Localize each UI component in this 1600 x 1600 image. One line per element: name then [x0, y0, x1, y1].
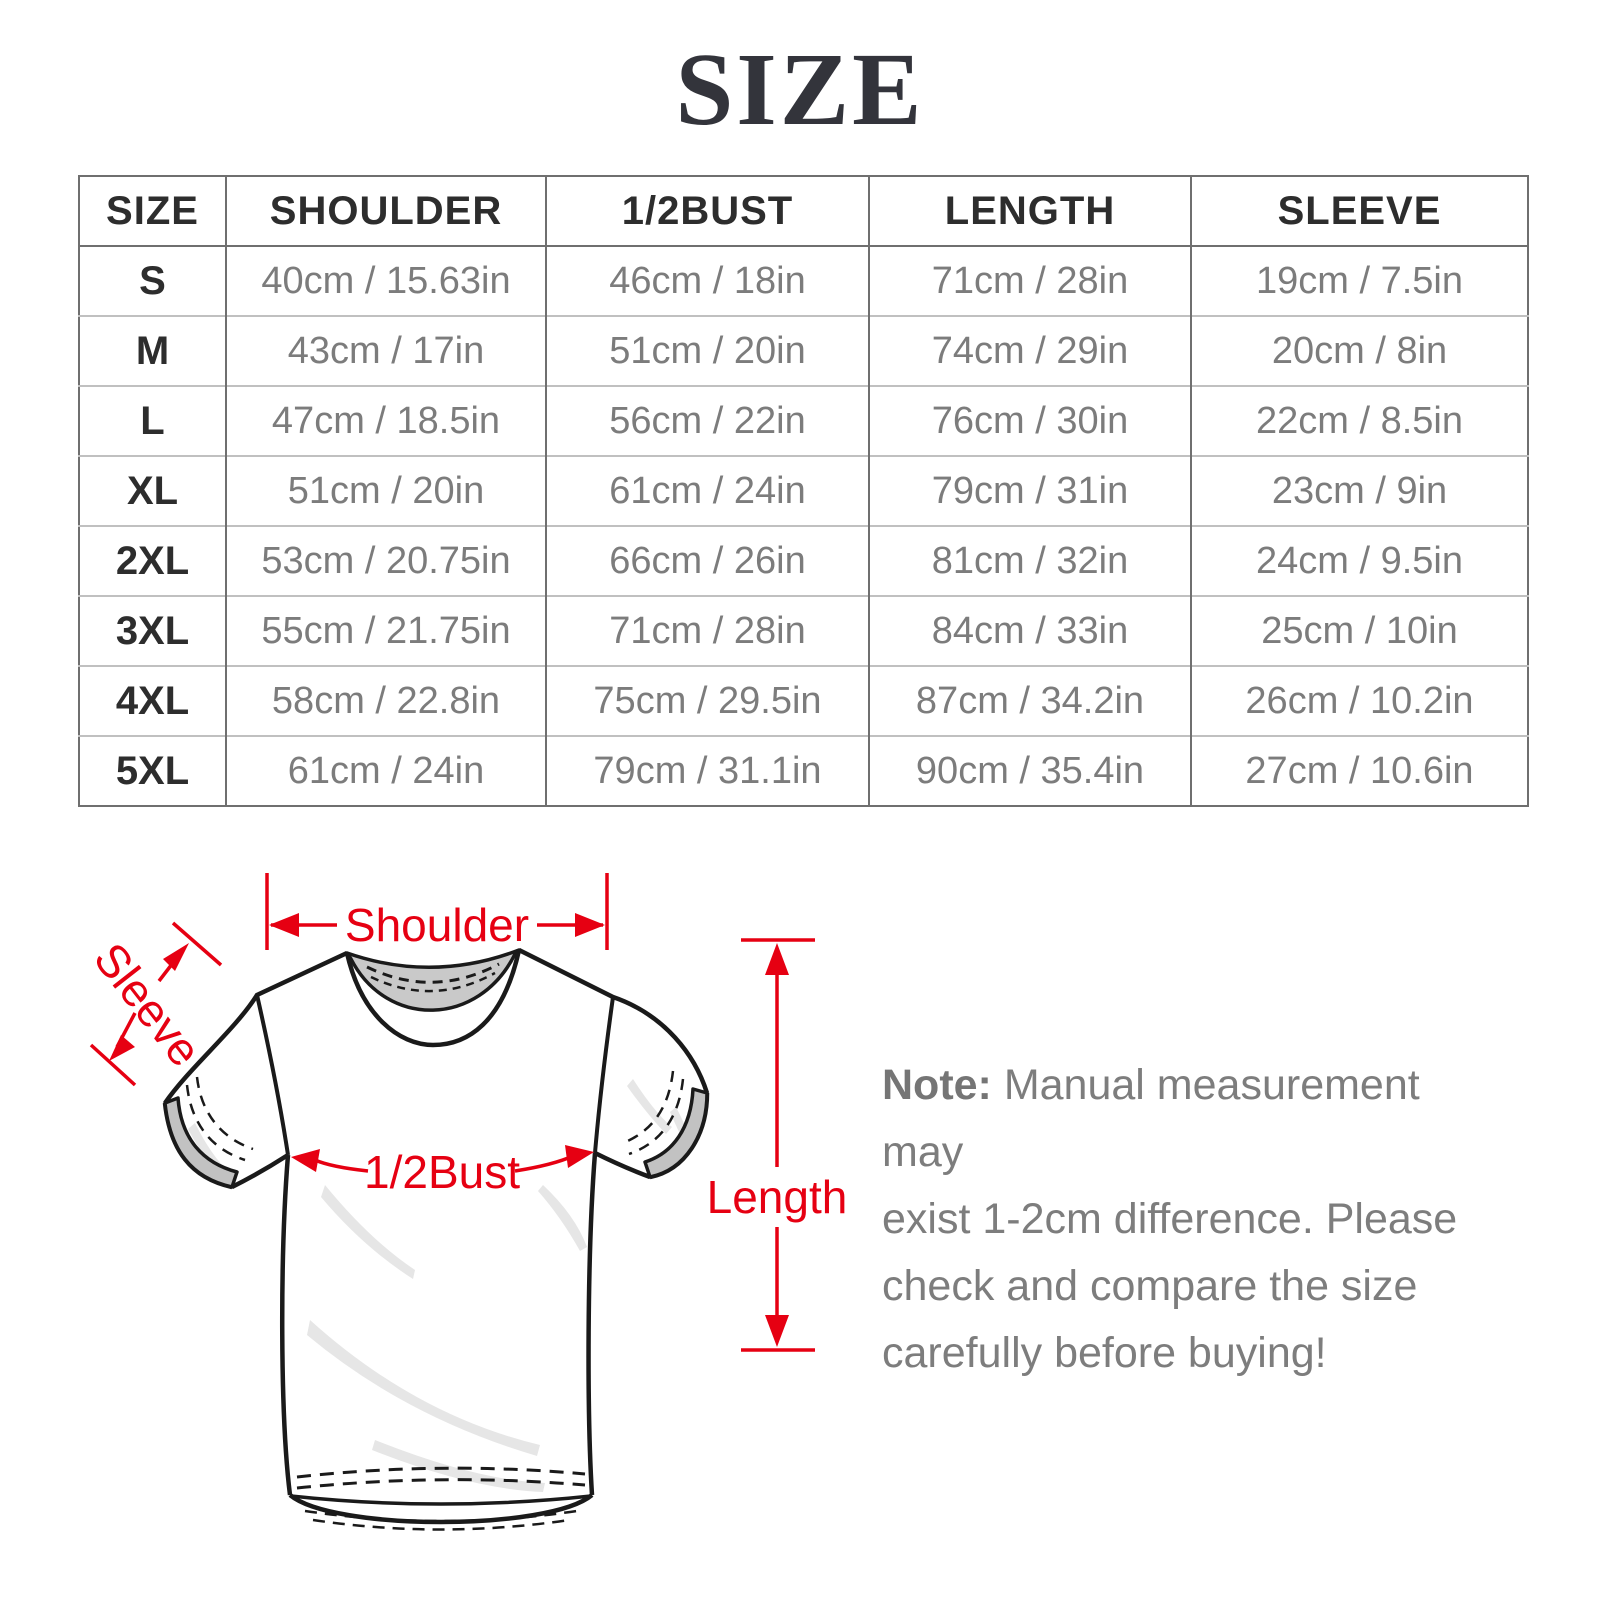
table-row: XL 51cm / 20in 61cm / 24in 79cm / 31in 2…: [79, 455, 1528, 526]
shoulder-arrow: Shoulder: [265, 873, 609, 951]
note-label: Note:: [882, 1061, 992, 1109]
note-line-2: exist 1-2cm difference. Please: [882, 1195, 1458, 1243]
column-header-shoulder: SHOULDER: [225, 176, 546, 247]
size-label: 5XL: [79, 735, 226, 806]
bust-value: 61cm / 24in: [545, 455, 869, 526]
bust-value: 75cm / 29.5in: [545, 665, 869, 736]
page-title: SIZE: [675, 32, 925, 147]
size-label: 3XL: [79, 595, 226, 666]
sleeve-value: 27cm / 10.6in: [1190, 735, 1528, 806]
table-row: 5XL 61cm / 24in 79cm / 31.1in 90cm / 35.…: [79, 735, 1528, 806]
table-row: L 47cm / 18.5in 56cm / 22in 76cm / 30in …: [79, 385, 1528, 456]
length-value: 74cm / 29in: [868, 315, 1191, 386]
shoulder-label: Shoulder: [345, 899, 529, 951]
measurement-note: Note: Manual measurement may exist 1-2cm…: [882, 1052, 1500, 1387]
bust-value: 71cm / 28in: [545, 595, 869, 666]
bust-arrow: 1/2Bust: [291, 1145, 594, 1198]
shoulder-value: 51cm / 20in: [225, 455, 546, 526]
table-row: S 40cm / 15.63in 46cm / 18in 71cm / 28in…: [79, 246, 1528, 316]
shoulder-value: 53cm / 20.75in: [225, 525, 546, 596]
bust-label: 1/2Bust: [364, 1146, 520, 1198]
length-value: 84cm / 33in: [868, 595, 1191, 666]
size-label: L: [79, 385, 226, 456]
tshirt-illustration: [162, 947, 710, 1531]
size-label: XL: [79, 455, 226, 526]
shoulder-value: 43cm / 17in: [225, 315, 546, 386]
column-header-length: LENGTH: [868, 176, 1191, 247]
bust-value: 56cm / 22in: [545, 385, 869, 456]
length-value: 76cm / 30in: [868, 385, 1191, 456]
column-header-sleeve: SLEEVE: [1190, 176, 1528, 247]
length-value: 79cm / 31in: [868, 455, 1191, 526]
note-line-4: carefully before buying!: [882, 1329, 1327, 1377]
length-value: 81cm / 32in: [868, 525, 1191, 596]
table-row: 3XL 55cm / 21.75in 71cm / 28in 84cm / 33…: [79, 595, 1528, 666]
table-header-row: SIZE SHOULDER 1/2BUST LENGTH SLEEVE: [79, 176, 1528, 247]
table-row: 2XL 53cm / 20.75in 66cm / 26in 81cm / 32…: [79, 525, 1528, 596]
bust-value: 46cm / 18in: [545, 246, 869, 316]
sleeve-value: 23cm / 9in: [1190, 455, 1528, 526]
sleeve-value: 26cm / 10.2in: [1190, 665, 1528, 736]
note-line-3: check and compare the size: [882, 1262, 1418, 1310]
sleeve-value: 25cm / 10in: [1190, 595, 1528, 666]
size-label: S: [139, 258, 166, 303]
shoulder-value: 55cm / 21.75in: [225, 595, 546, 666]
bust-value: 66cm / 26in: [545, 525, 869, 596]
sleeve-value: 24cm / 9.5in: [1190, 525, 1528, 596]
size-label: 4XL: [79, 665, 226, 736]
table-row: M 43cm / 17in 51cm / 20in 74cm / 29in 20…: [79, 315, 1528, 386]
shoulder-value: 58cm / 22.8in: [225, 665, 546, 736]
length-arrow: Length: [707, 938, 848, 1352]
sleeve-value: 19cm / 7.5in: [1190, 246, 1528, 316]
length-label: Length: [707, 1171, 848, 1223]
bust-value: 51cm / 20in: [545, 315, 869, 386]
size-table: SIZE SHOULDER 1/2BUST LENGTH SLEEVE S 40…: [78, 175, 1529, 807]
table-row: 4XL 58cm / 22.8in 75cm / 29.5in 87cm / 3…: [79, 665, 1528, 736]
length-value: 87cm / 34.2in: [868, 665, 1191, 736]
shoulder-value: 47cm / 18.5in: [225, 385, 546, 456]
size-label: M: [79, 315, 226, 386]
size-label: 2XL: [79, 525, 226, 596]
shoulder-value: 61cm / 24in: [225, 735, 546, 806]
column-header-bust: 1/2BUST: [545, 176, 869, 247]
shoulder-value: 40cm / 15.63in: [225, 246, 546, 316]
note-line-1: Manual measurement may: [882, 1061, 1420, 1176]
length-value: 71cm / 28in: [868, 246, 1191, 316]
bust-value: 79cm / 31.1in: [545, 735, 869, 806]
length-value: 90cm / 35.4in: [868, 735, 1191, 806]
sleeve-value: 20cm / 8in: [1190, 315, 1528, 386]
tshirt-measurement-diagram: Shoulder Sleeve 1/2Bust L: [84, 873, 848, 1531]
sleeve-value: 22cm / 8.5in: [1190, 385, 1528, 456]
column-header-size: SIZE: [79, 176, 226, 247]
